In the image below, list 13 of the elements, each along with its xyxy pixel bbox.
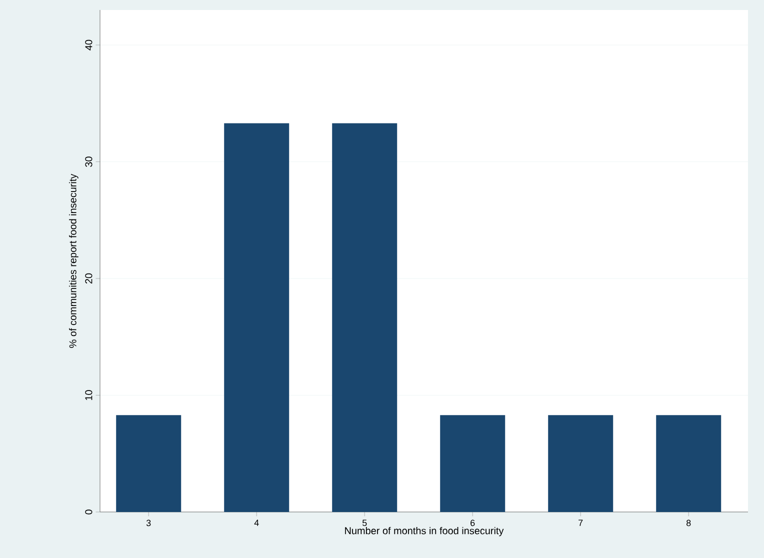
y-tick-label: 40 (85, 40, 92, 50)
x-tick-label: 6 (470, 520, 475, 526)
y-tick-label: 0 (85, 510, 92, 514)
y-tick-label: 20 (85, 273, 92, 284)
y-axis-title: % of communities report food insecurity (69, 174, 78, 348)
x-axis-title: Number of months in food insecurity (345, 526, 504, 536)
x-tick-label: 5 (362, 520, 367, 526)
x-tick-label: 8 (686, 520, 691, 526)
x-tick-label: 3 (146, 520, 151, 526)
x-tick-label: 7 (578, 520, 583, 526)
x-tick-label: 4 (254, 520, 259, 526)
y-tick-label: 10 (85, 390, 92, 400)
y-tick-label: 30 (85, 156, 92, 167)
